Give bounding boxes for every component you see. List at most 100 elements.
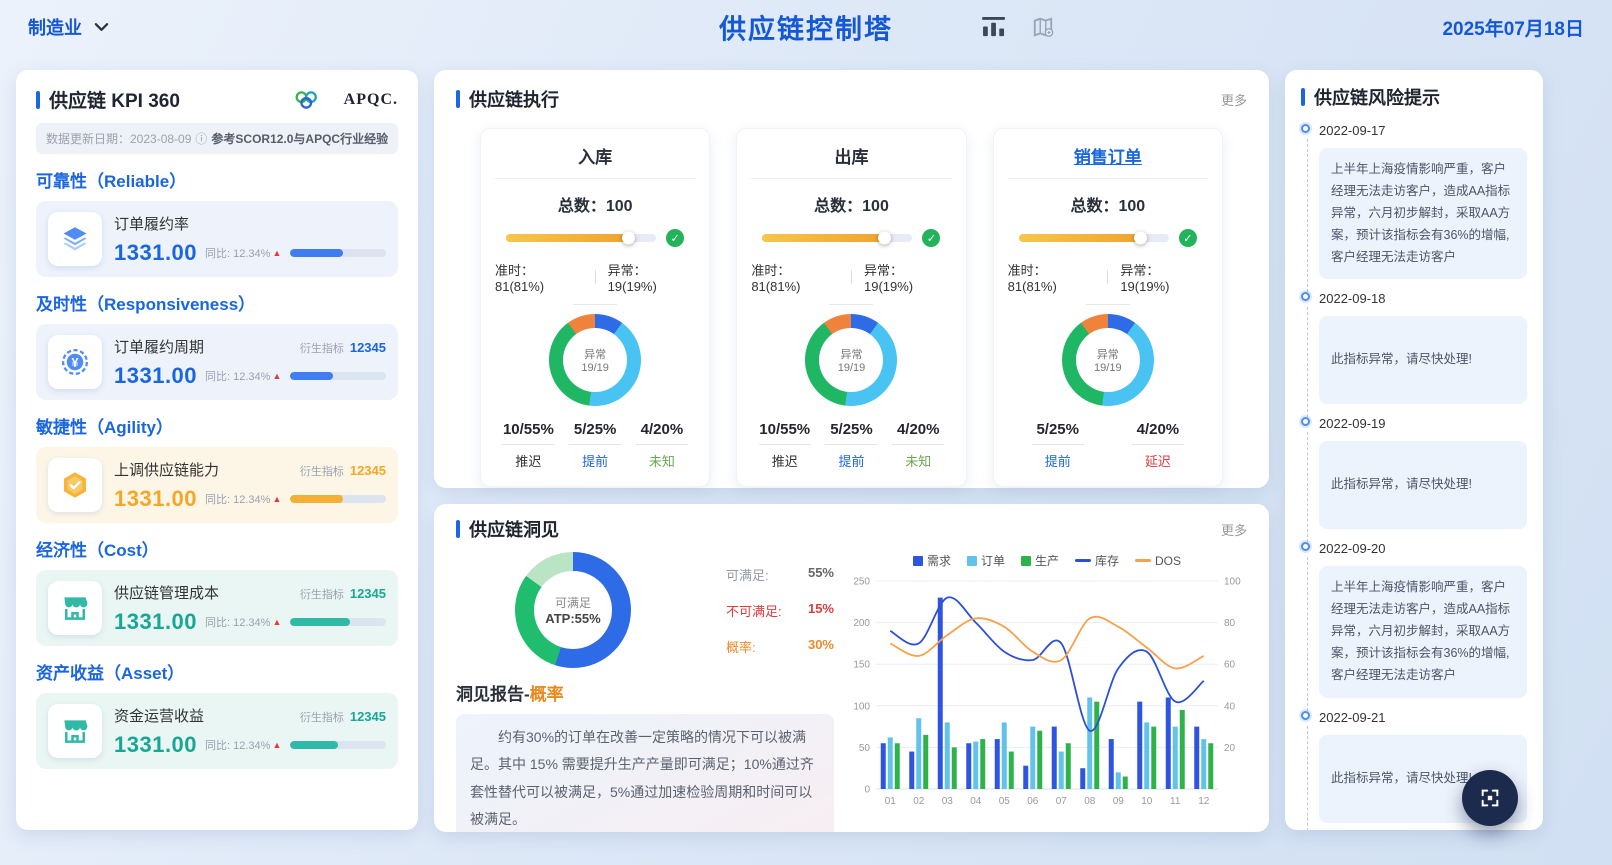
svg-text:¥: ¥ bbox=[72, 356, 79, 370]
exec-donut-chart: 异常 19/19 bbox=[549, 314, 642, 406]
svg-text:06: 06 bbox=[1027, 796, 1039, 807]
execution-panel-title: 供应链执行 bbox=[469, 90, 559, 110]
exec-stat[interactable]: 4/20% 未知 bbox=[892, 421, 945, 470]
legend-line-icon bbox=[1135, 559, 1152, 562]
svg-text:04: 04 bbox=[970, 796, 982, 807]
risk-item: 2022-09-17 上半年上海疫情影响严重，客户经理无法走访客户，造成AA指标异… bbox=[1301, 122, 1527, 293]
exec-stat[interactable]: 4/20% 延迟 bbox=[1131, 421, 1184, 470]
kpi-section-heading: 及时性（Responsiveness） bbox=[36, 295, 256, 314]
chevron-down-icon bbox=[94, 22, 109, 32]
derived-indicator-label: 衍生指标 bbox=[299, 588, 344, 601]
risk-date: 2022-09-20 bbox=[1319, 541, 1386, 557]
insight-more-link[interactable]: 更多 bbox=[1220, 522, 1247, 538]
bar-chart-icon[interactable] bbox=[982, 16, 1007, 38]
kpi-card[interactable]: 订单履约率 1331.00 同比: 12.34% ▲ bbox=[36, 201, 398, 277]
atp-legend-row: 概率: 30% bbox=[726, 637, 834, 656]
legend-item[interactable]: 需求 bbox=[912, 552, 951, 569]
kpi-card-body: 供应链管理成本 衍生指标 12345 1331.00 同比: 12.34% ▲ bbox=[114, 582, 386, 635]
stat-value: 5/25% bbox=[830, 421, 873, 438]
stat-divider bbox=[1131, 444, 1184, 445]
main-layout: 供应链 KPI 360 APQC. 数据更新日期：2023-08-09 ⓘ 参考… bbox=[0, 54, 1612, 832]
kpi-name: 供应链管理成本 bbox=[114, 584, 220, 602]
execution-more-link[interactable]: 更多 bbox=[1220, 92, 1247, 108]
kpi-card[interactable]: 上调供应链能力 衍生指标 12345 1331.00 同比: 12.34% ▲ bbox=[36, 447, 398, 523]
current-date: 2025年07月18日 bbox=[1442, 18, 1584, 40]
kpi-progress-fill bbox=[290, 371, 334, 380]
map-icon[interactable] bbox=[1031, 16, 1055, 38]
report-title-prefix: 洞见报告- bbox=[456, 685, 530, 704]
legend-item[interactable]: DOS bbox=[1135, 554, 1181, 568]
kpi-name: 上调供应链能力 bbox=[114, 461, 220, 479]
exec-stat[interactable]: 5/25% 提前 bbox=[1031, 421, 1084, 470]
center-column: 供应链执行 更多 入库 总数：100 ✓ 准时：81(81%) 异常：19(19%) 异常… bbox=[434, 70, 1269, 832]
risk-message[interactable]: 上半年上海疫情影响严重，客户经理无法走访客户，造成AA指标异常，六月初步解封，采… bbox=[1319, 566, 1527, 698]
donut-center-value: 19/19 bbox=[1094, 362, 1122, 374]
abnormal-stat: 异常：19(19%) bbox=[864, 263, 914, 294]
kpi-progress-fill bbox=[290, 248, 343, 257]
risk-message[interactable]: 上半年上海疫情影响严重，客户经理无法走访客户，造成AA指标异常，六月初步解封，采… bbox=[1319, 148, 1527, 280]
kpi-value: 1331.00 bbox=[114, 362, 198, 388]
exec-stats-row: 5/25% 提前 4/20% 延迟 bbox=[1008, 421, 1208, 470]
view-switcher bbox=[982, 16, 1055, 38]
kpi-yoy-label: 同比: 12.34% bbox=[205, 247, 271, 260]
risk-message[interactable]: 此指标异常，请尽快处理! bbox=[1319, 316, 1527, 405]
industry-label: 制造业 bbox=[28, 18, 82, 38]
exec-stat[interactable]: 10/55% 推迟 bbox=[758, 421, 811, 470]
header-accent-bar bbox=[36, 90, 40, 109]
legend-swatch-icon bbox=[966, 555, 977, 566]
donut-center-label: 异常 bbox=[840, 349, 863, 361]
exec-progress-row: ✓ bbox=[1008, 229, 1208, 247]
exec-card-title: 入库 bbox=[495, 143, 696, 179]
risk-list: 2022-09-17 上半年上海疫情影响严重，客户经理无法走访客户，造成AA指标异… bbox=[1301, 122, 1527, 830]
exec-stat[interactable]: 5/25% 提前 bbox=[569, 421, 622, 470]
stat-divider bbox=[1031, 444, 1084, 445]
fullscreen-button[interactable] bbox=[1462, 770, 1518, 826]
yen-coin-icon: ¥ bbox=[48, 335, 102, 389]
derived-indicator-value: 12345 bbox=[349, 462, 386, 478]
stat-divider bbox=[825, 444, 878, 445]
kpi-card[interactable]: 资金运营收益 衍生指标 12345 1331.00 同比: 12.34% ▲ bbox=[36, 693, 398, 769]
kpi-sections: 可靠性（Reliable） 订单履约率 1331.00 同比: 12.34% ▲ 及时性（… bbox=[36, 167, 398, 769]
update-date-label: 数据更新日期：2023-08-09 bbox=[46, 132, 192, 146]
industry-selector[interactable]: 制造业 bbox=[28, 14, 109, 40]
risk-date: 2022-09-19 bbox=[1319, 416, 1386, 432]
svg-text:100: 100 bbox=[853, 701, 870, 712]
trend-up-icon: ▲ bbox=[272, 370, 282, 381]
derived-indicator: 衍生指标 12345 bbox=[300, 340, 386, 356]
legend-item[interactable]: 生产 bbox=[1020, 552, 1059, 569]
exec-card-title[interactable]: 销售订单 bbox=[1007, 143, 1208, 179]
stat-value: 4/20% bbox=[1136, 421, 1180, 438]
combo-chart: 0 50 100 150 200 250 20 40 60 80 100 01 02 03 04 05 06 07… bbox=[846, 571, 1248, 816]
legend-item[interactable]: 订单 bbox=[966, 552, 1005, 569]
stat-divider bbox=[635, 444, 688, 445]
mini-divider bbox=[573, 304, 618, 305]
timeline-dot-icon bbox=[1301, 292, 1310, 302]
header-accent-bar bbox=[456, 90, 460, 108]
svg-text:100: 100 bbox=[1224, 577, 1241, 588]
svg-text:60: 60 bbox=[1224, 660, 1236, 671]
risk-message[interactable]: 此指标异常，请尽快处理! bbox=[1319, 441, 1527, 530]
kpi-card-body: 上调供应链能力 衍生指标 12345 1331.00 同比: 12.34% ▲ bbox=[114, 459, 386, 512]
info-icon[interactable]: ⓘ bbox=[195, 132, 208, 146]
kpi-value: 1331.00 bbox=[114, 239, 198, 265]
risk-item: 2022-09-19 此指标异常，请尽快处理! bbox=[1301, 415, 1527, 543]
kpi-yoy-label: 同比: 12.34% bbox=[205, 370, 271, 383]
kpi-yoy-label: 同比: 12.34% bbox=[205, 493, 271, 506]
svg-text:05: 05 bbox=[999, 796, 1011, 807]
vertical-divider bbox=[594, 270, 596, 284]
stat-label: 延迟 bbox=[1144, 454, 1171, 469]
svg-text:07: 07 bbox=[1056, 796, 1068, 807]
exec-stat[interactable]: 5/25% 提前 bbox=[825, 421, 878, 470]
kpi-card[interactable]: ¥ 订单履约周期 衍生指标 12345 1331.00 同比: 12.34% ▲ bbox=[36, 324, 398, 400]
svg-text:50: 50 bbox=[859, 743, 871, 754]
exec-progress-fill bbox=[762, 234, 884, 242]
exec-stat[interactable]: 10/55% 推迟 bbox=[502, 421, 555, 470]
exec-progress-bar bbox=[762, 231, 913, 245]
legend-item[interactable]: 库存 bbox=[1075, 552, 1119, 569]
kpi-card[interactable]: 供应链管理成本 衍生指标 12345 1331.00 同比: 12.34% ▲ bbox=[36, 570, 398, 646]
execution-card: 入库 总数：100 ✓ 准时：81(81%) 异常：19(19%) 异常 19/19 10/5… bbox=[480, 128, 711, 487]
exec-stats-row: 10/55% 推迟 5/25% 提前 4/20% 未知 bbox=[751, 421, 951, 470]
exec-stat[interactable]: 4/20% 未知 bbox=[635, 421, 688, 470]
atp-legend-label: 概率: bbox=[725, 639, 756, 655]
abnormal-stat: 异常：19(19%) bbox=[1120, 263, 1170, 294]
